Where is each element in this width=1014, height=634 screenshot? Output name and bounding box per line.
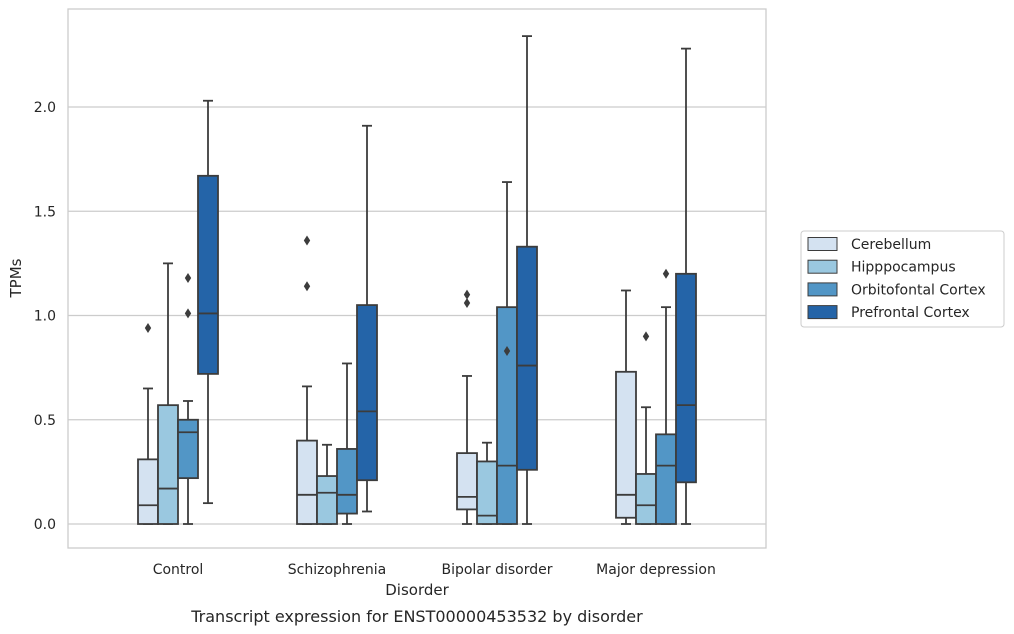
box-iqr [316, 475, 338, 525]
box-iqr [675, 272, 697, 484]
box [177, 272, 199, 525]
box [356, 124, 378, 513]
box-iqr [296, 439, 318, 525]
y-tick-label: 2.0 [34, 100, 56, 116]
y-axis-ticks: 0.0 0.5 1.0 1.5 2.0 [34, 100, 56, 533]
box [655, 268, 677, 525]
box [197, 99, 219, 505]
outlier-point [184, 272, 192, 283]
x-tick-label: Major depression [596, 562, 716, 578]
box [675, 47, 697, 525]
box-iqr [655, 433, 677, 525]
x-tick-label: Schizophrenia [288, 562, 386, 578]
outlier-point [303, 235, 311, 246]
legend-swatch [807, 305, 838, 320]
legend-swatch [807, 282, 838, 297]
x-tick-label: Bipolar disorder [441, 562, 552, 578]
box-iqr [137, 458, 159, 525]
series-orbitofontal-cortex [177, 181, 677, 525]
box-iqr [177, 418, 199, 480]
outlier-point [503, 345, 511, 356]
chart-caption: Transcript expression for ENST0000045353… [190, 607, 643, 626]
box-iqr [496, 306, 518, 525]
box [336, 362, 358, 525]
box [296, 235, 318, 525]
legend-label: Prefrontal Cortex [851, 305, 970, 321]
x-axis-ticks: Control Schizophrenia Bipolar disorder Majo… [153, 562, 716, 578]
box [157, 262, 179, 525]
outlier-point [662, 268, 670, 279]
y-axis-label: TPMs [7, 258, 25, 298]
legend-frame [800, 230, 1005, 328]
box [476, 441, 498, 525]
box-iqr [197, 174, 219, 375]
outlier-point [303, 281, 311, 292]
box [496, 181, 518, 525]
box [516, 35, 538, 525]
box-iqr [157, 404, 179, 525]
box-series [137, 35, 697, 525]
box-iqr [615, 370, 637, 519]
y-tick-label: 1.0 [34, 309, 56, 325]
outlier-point [184, 308, 192, 319]
outlier-point [144, 323, 152, 334]
x-tick-label: Control [153, 562, 204, 578]
x-axis-label: Disorder [385, 581, 449, 599]
box-iqr [516, 245, 538, 471]
box-iqr [456, 452, 478, 511]
series-prefrontal-cortex [197, 35, 697, 525]
box-iqr [476, 460, 498, 525]
legend: Cerebellum Hipppocampus Orbitofontal Corte… [800, 230, 1005, 328]
legend-label: Orbitofontal Cortex [851, 282, 986, 298]
box [456, 289, 478, 525]
y-tick-label: 1.5 [34, 204, 56, 220]
y-tick-label: 0.0 [34, 517, 56, 533]
box [137, 323, 159, 525]
legend-swatch [807, 259, 838, 274]
box-iqr [356, 304, 378, 482]
legend-label: Cerebellum [851, 237, 931, 253]
outlier-point [642, 331, 650, 342]
box [316, 443, 338, 525]
outlier-point [463, 289, 471, 300]
series-hipppocampus [157, 262, 657, 525]
legend-label: Hipppocampus [851, 260, 956, 276]
box-iqr [336, 448, 358, 515]
box-iqr [635, 473, 657, 525]
plot-frame [67, 8, 767, 549]
y-tick-label: 0.5 [34, 413, 56, 429]
box [635, 331, 657, 525]
box [615, 289, 637, 525]
legend-swatch [807, 237, 838, 251]
outlier-point [463, 297, 471, 308]
